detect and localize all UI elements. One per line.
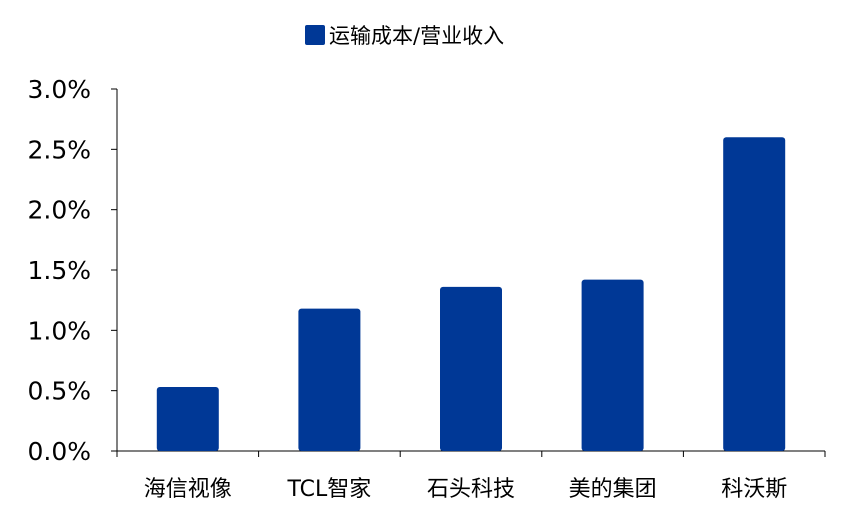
bar xyxy=(156,387,219,451)
y-tick-label: 1.5% xyxy=(27,256,91,285)
x-tick-labels: 海信视像 TCL智家 石头科技 美的集团 科沃斯 xyxy=(144,477,787,502)
axes xyxy=(111,88,826,457)
bar xyxy=(723,137,786,451)
x-tick-label: 科沃斯 xyxy=(721,477,787,502)
y-tick-label: 2.5% xyxy=(27,135,91,164)
x-tick-label: 美的集团 xyxy=(569,477,657,502)
bar xyxy=(581,279,644,451)
y-tick-labels: 0.0% 0.5% 1.0% 1.5% 2.0% 2.5% 3.0% xyxy=(27,75,91,466)
x-tick-label: 石头科技 xyxy=(427,477,515,502)
y-tick-label: 2.0% xyxy=(27,196,91,225)
x-tick-label: TCL智家 xyxy=(287,477,372,502)
bars xyxy=(156,137,786,451)
legend: 运输成本/营业收入 xyxy=(305,24,504,48)
legend-label: 运输成本/营业收入 xyxy=(329,24,504,48)
legend-swatch xyxy=(305,25,325,45)
y-tick-label: 1.0% xyxy=(27,316,91,345)
x-tick-label: 海信视像 xyxy=(144,477,232,502)
y-tick-label: 3.0% xyxy=(27,75,91,104)
bar xyxy=(440,286,502,451)
bar xyxy=(298,308,361,451)
y-tick-label: 0.5% xyxy=(27,377,91,406)
y-tick-label: 0.0% xyxy=(27,437,91,466)
